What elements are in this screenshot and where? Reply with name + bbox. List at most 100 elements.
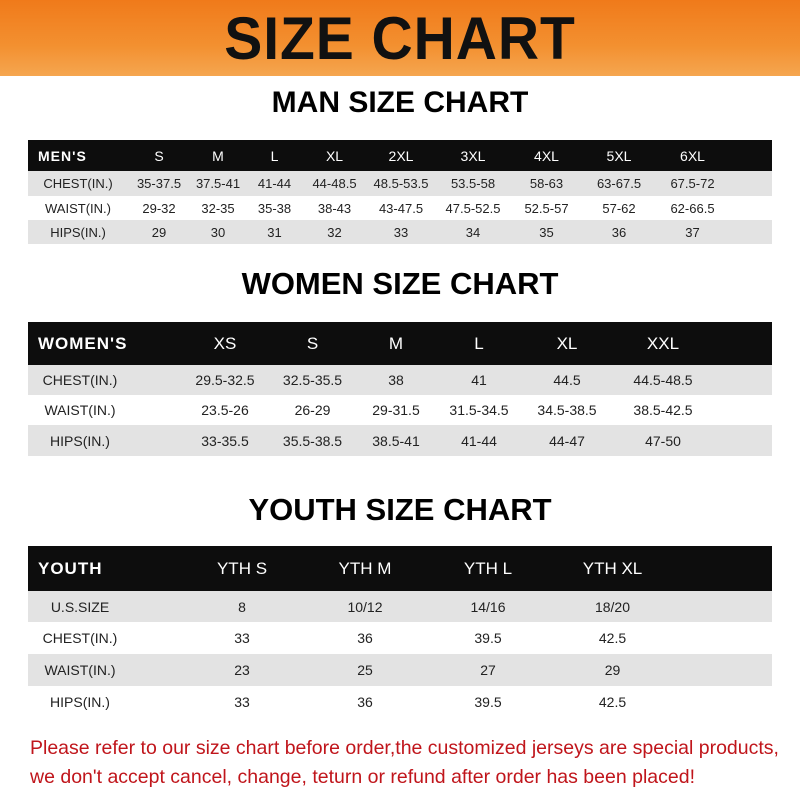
header-label: YOUTH bbox=[28, 546, 180, 591]
table-row: HIPS(IN.) 33-35.5 35.5-38.5 38.5-41 41-44 44-… bbox=[28, 425, 772, 456]
filler-cell bbox=[675, 686, 772, 718]
size-header: S bbox=[128, 140, 190, 171]
banner: SIZE CHART bbox=[0, 0, 800, 76]
measurement-cell: 25 bbox=[304, 654, 426, 686]
measurement-cell: 42.5 bbox=[550, 686, 675, 718]
measurement-cell: 29-32 bbox=[128, 196, 190, 220]
size-header: YTH L bbox=[426, 546, 550, 591]
youth-section-title: YOUTH SIZE CHART bbox=[248, 492, 552, 527]
row-label: WAIST(IN.) bbox=[28, 395, 180, 425]
measurement-cell: 39.5 bbox=[426, 622, 550, 654]
row-label: WAIST(IN.) bbox=[28, 654, 180, 686]
table-row: CHEST(IN.) 35-37.5 37.5-41 41-44 44-48.5 48.5… bbox=[28, 171, 772, 196]
measurement-cell: 41 bbox=[437, 365, 521, 395]
measurement-cell: 67.5-72 bbox=[655, 171, 730, 196]
measurement-cell: 37 bbox=[655, 220, 730, 244]
measurement-cell: 18/20 bbox=[550, 591, 675, 622]
size-header: YTH XL bbox=[550, 546, 675, 591]
measurement-cell: 57-62 bbox=[583, 196, 655, 220]
filler-cell bbox=[713, 322, 772, 365]
measurement-cell: 47.5-52.5 bbox=[436, 196, 510, 220]
row-label: U.S.SIZE bbox=[28, 591, 180, 622]
measurement-cell: 35-37.5 bbox=[128, 171, 190, 196]
table-row: U.S.SIZE 8 10/12 14/16 18/20 bbox=[28, 591, 772, 622]
size-header: L bbox=[246, 140, 303, 171]
measurement-cell: 37.5-41 bbox=[190, 171, 246, 196]
measurement-cell: 35 bbox=[510, 220, 583, 244]
table-row: WAIST(IN.) 29-32 32-35 35-38 38-43 43-47.5 47.… bbox=[28, 196, 772, 220]
row-label: WAIST(IN.) bbox=[28, 196, 128, 220]
measurement-cell: 27 bbox=[426, 654, 550, 686]
size-header: YTH M bbox=[304, 546, 426, 591]
measurement-cell: 39.5 bbox=[426, 686, 550, 718]
row-label: CHEST(IN.) bbox=[28, 365, 180, 395]
size-header: XL bbox=[303, 140, 366, 171]
table-row: HIPS(IN.) 29 30 31 32 33 34 35 36 37 bbox=[28, 220, 772, 244]
size-header: XS bbox=[180, 322, 270, 365]
size-header: S bbox=[270, 322, 355, 365]
youth-header-row: YOUTH YTH S YTH M YTH L YTH XL bbox=[28, 546, 772, 591]
measurement-cell: 32-35 bbox=[190, 196, 246, 220]
measurement-cell: 31.5-34.5 bbox=[437, 395, 521, 425]
measurement-cell: 44-48.5 bbox=[303, 171, 366, 196]
measurement-cell: 36 bbox=[583, 220, 655, 244]
row-label: HIPS(IN.) bbox=[28, 425, 180, 456]
measurement-cell: 43-47.5 bbox=[366, 196, 436, 220]
measurement-cell: 33-35.5 bbox=[180, 425, 270, 456]
filler-cell bbox=[675, 546, 772, 591]
measurement-cell: 38 bbox=[355, 365, 437, 395]
table-row: WAIST(IN.) 23 25 27 29 bbox=[28, 654, 772, 686]
size-header: L bbox=[437, 322, 521, 365]
size-header: 2XL bbox=[366, 140, 436, 171]
measurement-cell: 23 bbox=[180, 654, 304, 686]
size-header: 5XL bbox=[583, 140, 655, 171]
measurement-cell: 8 bbox=[180, 591, 304, 622]
measurement-cell: 62-66.5 bbox=[655, 196, 730, 220]
header-label: WOMEN'S bbox=[28, 322, 180, 365]
order-policy-note: Please refer to our size chart before or… bbox=[30, 737, 779, 788]
men-size-table: MEN'S S M L XL 2XL 3XL 4XL 5XL 6XL CHEST(IN.) 35-37… bbox=[28, 140, 772, 244]
measurement-cell: 38.5-42.5 bbox=[613, 395, 713, 425]
women-section-title: WOMEN SIZE CHART bbox=[241, 266, 559, 301]
row-label: CHEST(IN.) bbox=[28, 622, 180, 654]
size-header: 6XL bbox=[655, 140, 730, 171]
measurement-cell: 58-63 bbox=[510, 171, 583, 196]
measurement-cell: 47-50 bbox=[613, 425, 713, 456]
filler-cell bbox=[675, 622, 772, 654]
measurement-cell: 38.5-41 bbox=[355, 425, 437, 456]
size-header: M bbox=[190, 140, 246, 171]
measurement-cell: 30 bbox=[190, 220, 246, 244]
filler-cell bbox=[730, 220, 772, 244]
banner-title: SIZE CHART bbox=[224, 4, 576, 72]
table-row: CHEST(IN.) 29.5-32.5 32.5-35.5 38 41 44.5 44.5… bbox=[28, 365, 772, 395]
men-section-title: MAN SIZE CHART bbox=[271, 86, 529, 119]
measurement-cell: 44.5 bbox=[521, 365, 613, 395]
measurement-cell: 52.5-57 bbox=[510, 196, 583, 220]
filler-cell bbox=[713, 395, 772, 425]
filler-cell bbox=[675, 591, 772, 622]
measurement-cell: 33 bbox=[180, 622, 304, 654]
measurement-cell: 36 bbox=[304, 622, 426, 654]
measurement-cell: 34 bbox=[436, 220, 510, 244]
women-header-row: WOMEN'S XS S M L XL XXL bbox=[28, 322, 772, 365]
size-header: YTH S bbox=[180, 546, 304, 591]
size-header: XL bbox=[521, 322, 613, 365]
measurement-cell: 26-29 bbox=[270, 395, 355, 425]
measurement-cell: 36 bbox=[304, 686, 426, 718]
filler-cell bbox=[730, 140, 772, 171]
filler-cell bbox=[730, 171, 772, 196]
youth-size-table: YOUTH YTH S YTH M YTH L YTH XL U.S.SIZE 8 10/12… bbox=[28, 546, 772, 718]
measurement-cell: 29 bbox=[550, 654, 675, 686]
table-row: HIPS(IN.) 33 36 39.5 42.5 bbox=[28, 686, 772, 718]
measurement-cell: 14/16 bbox=[426, 591, 550, 622]
measurement-cell: 42.5 bbox=[550, 622, 675, 654]
measurement-cell: 38-43 bbox=[303, 196, 366, 220]
size-header: XXL bbox=[613, 322, 713, 365]
measurement-cell: 29-31.5 bbox=[355, 395, 437, 425]
women-size-table: WOMEN'S XS S M L XL XXL CHEST(IN.) 29.5-32.5 32.5… bbox=[28, 322, 772, 456]
filler-cell bbox=[713, 365, 772, 395]
measurement-cell: 10/12 bbox=[304, 591, 426, 622]
filler-cell bbox=[713, 425, 772, 456]
measurement-cell: 53.5-58 bbox=[436, 171, 510, 196]
measurement-cell: 32.5-35.5 bbox=[270, 365, 355, 395]
